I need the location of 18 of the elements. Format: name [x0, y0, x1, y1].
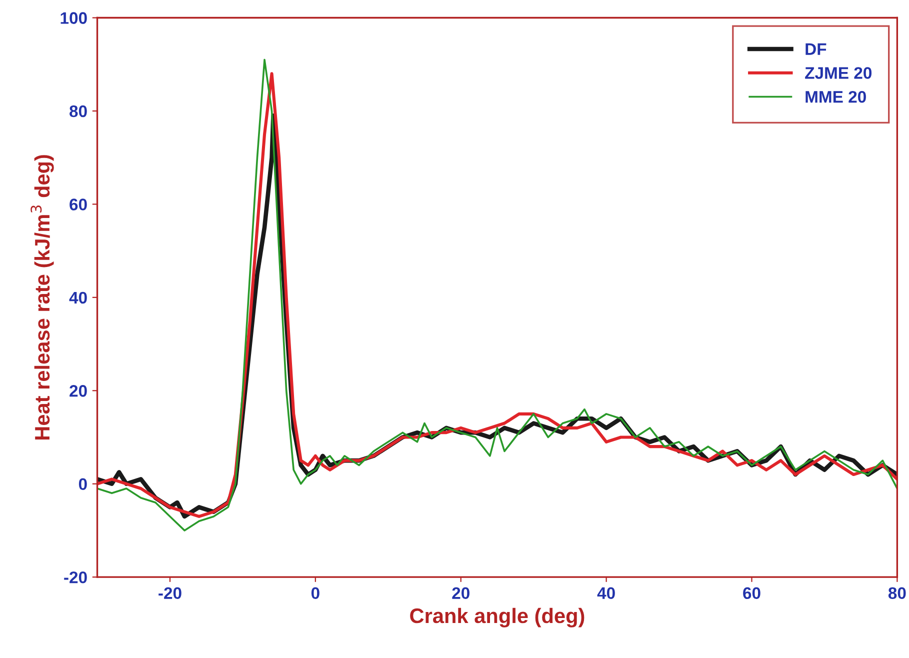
x-tick-label: 0	[311, 587, 320, 600]
x-axis-title: Crank angle (deg)	[410, 608, 584, 628]
y-tick-label: 0	[78, 478, 87, 490]
legend-label: MME 20	[806, 90, 866, 103]
y-tick-label: 40	[69, 292, 87, 304]
x-tick-label: 60	[743, 587, 760, 600]
y-axis-title: Heat release rate (kJ/m$^{3}$ deg)	[30, 155, 54, 440]
x-tick-label: 20	[452, 587, 470, 600]
x-tick-label: -20	[158, 587, 182, 600]
y-tick-label: 100	[60, 12, 87, 24]
y-tick-label: 60	[70, 198, 87, 210]
y-tick-label: -20	[64, 571, 87, 584]
x-tick-label: 80	[888, 587, 906, 600]
y-tick-label: 80	[70, 105, 87, 118]
legend-label: DF	[806, 43, 826, 55]
y-tick-label: 20	[70, 385, 87, 397]
legend-label: ZJME 20	[805, 67, 872, 79]
x-tick-label: 40	[597, 587, 615, 600]
